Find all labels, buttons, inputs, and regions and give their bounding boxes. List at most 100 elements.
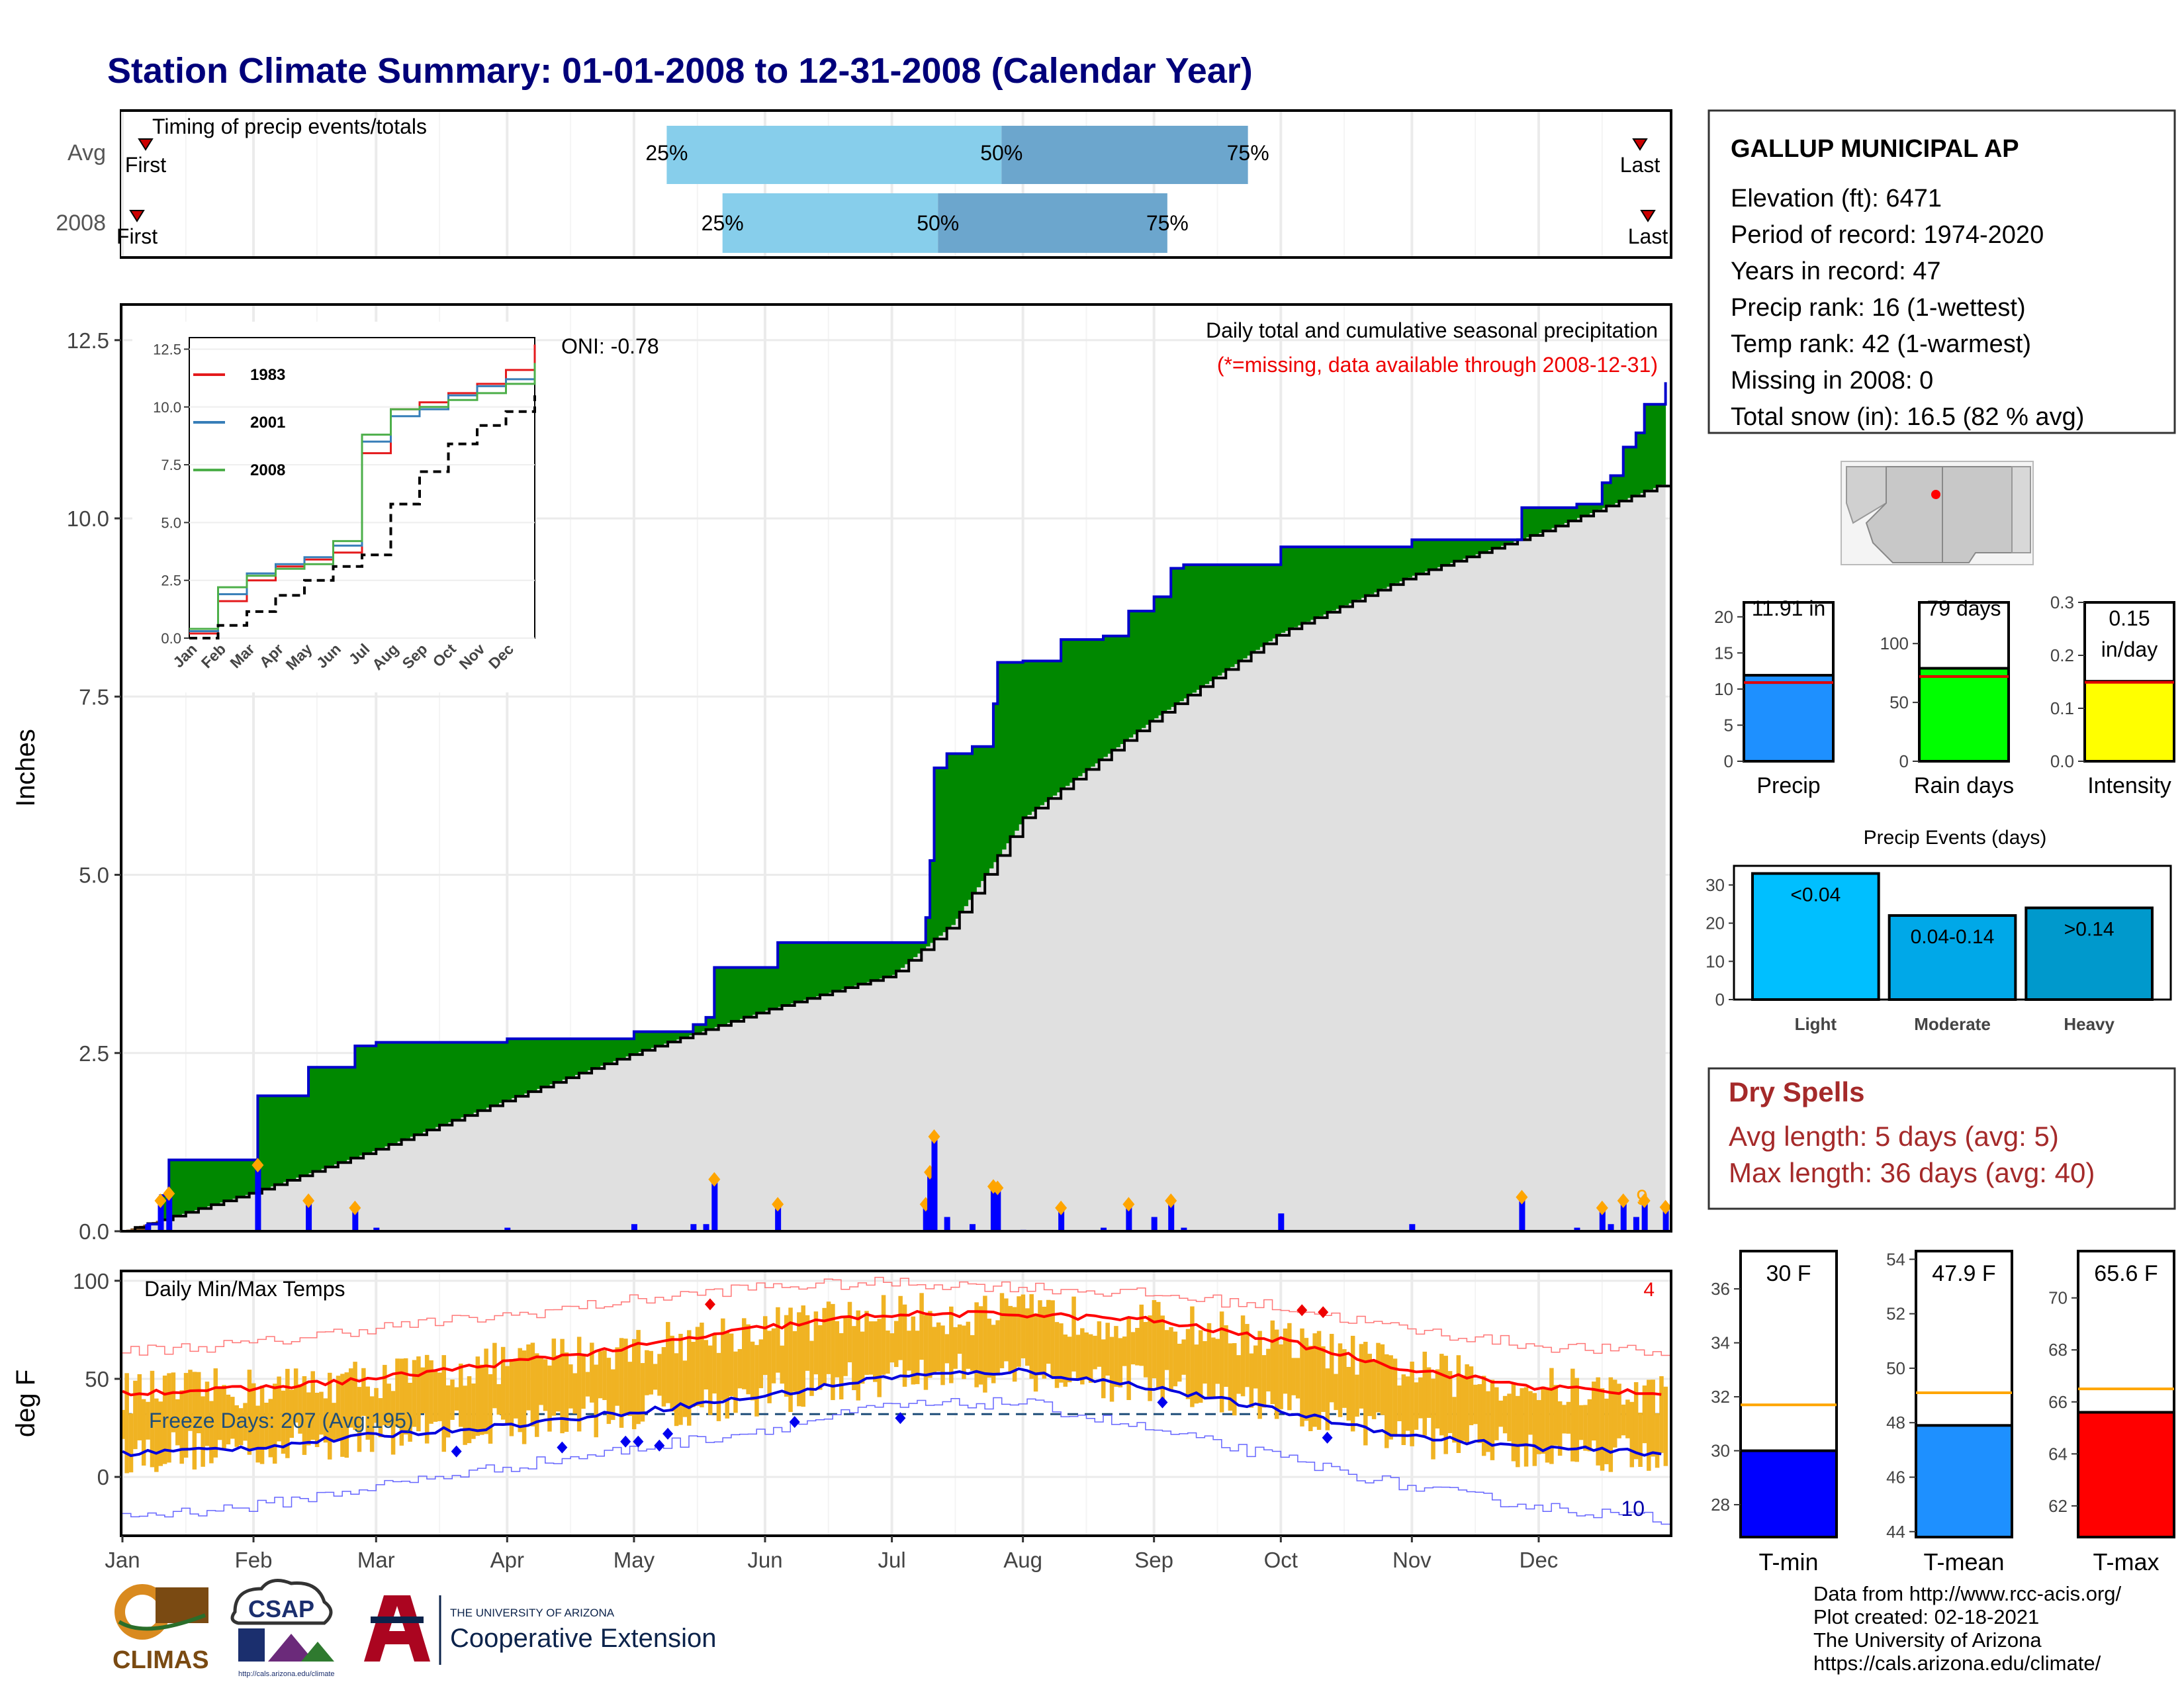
precip-y-tick-label: 12.5	[67, 328, 109, 353]
daily-precip-marker	[1659, 1199, 1672, 1215]
daily-temp-bar	[285, 1368, 290, 1458]
daily-temp-bar	[1520, 1388, 1524, 1447]
daily-temp-bar	[1329, 1334, 1334, 1403]
credit-line-univ: The University of Arizona	[1813, 1628, 2042, 1652]
dry-spells-box: Dry Spells Avg length: 5 days (avg: 5) M…	[1707, 1067, 2176, 1210]
daily-temp-bar	[272, 1383, 277, 1464]
daily-precip-bar	[166, 1196, 173, 1231]
temp-summary-tick-label: 36	[1711, 1279, 1730, 1299]
daily-temp-bar	[729, 1333, 734, 1397]
daily-temp-bar	[606, 1358, 612, 1425]
inset-legend-label: 2001	[250, 414, 285, 432]
daily-temp-bar	[1059, 1323, 1064, 1383]
precip-y-label: Inches	[11, 729, 40, 807]
daily-precip-bar	[927, 1174, 934, 1231]
daily-temp-bar	[1033, 1313, 1038, 1392]
daily-temp-bar	[535, 1353, 539, 1437]
temp-summary-tick-label: 48	[1886, 1413, 1905, 1432]
daily-temp-bar	[1545, 1388, 1550, 1463]
daily-temp-bar	[1566, 1401, 1571, 1434]
daily-temp-bar	[911, 1316, 916, 1385]
temp-frame	[120, 1270, 1672, 1537]
daily-precip-bar	[1278, 1213, 1285, 1231]
record-low-marker	[1157, 1396, 1168, 1409]
temp-title: Daily Min/Max Temps	[144, 1277, 345, 1301]
daily-temp-bar	[581, 1354, 586, 1409]
daily-temp-bar	[293, 1368, 298, 1423]
credit-line-source: Data from http://www.rcc-acis.org/	[1813, 1582, 2122, 1605]
page-title: Station Climate Summary: 01-01-2008 to 1…	[107, 51, 1253, 91]
daily-temp-bar	[234, 1405, 239, 1447]
daily-temp-bar	[467, 1376, 472, 1444]
daily-temp-bar	[1042, 1307, 1047, 1379]
daily-temp-bar	[792, 1331, 797, 1392]
daily-precip-bar	[352, 1209, 359, 1231]
daily-temp-bar	[1359, 1344, 1364, 1409]
daily-temp-bar	[1190, 1306, 1195, 1407]
daily-temp-bar	[167, 1373, 171, 1463]
daily-temp-bar	[704, 1340, 709, 1389]
temp-summary-value-1: 47.9 F	[1932, 1261, 1995, 1286]
daily-temp-bar	[238, 1408, 244, 1446]
daily-precip-bar	[931, 1139, 938, 1231]
daily-temp-bar	[255, 1405, 260, 1463]
timing-label-50: 50%	[980, 141, 1023, 165]
daily-precip-bar	[1168, 1202, 1175, 1231]
daily-temp-bar	[399, 1358, 404, 1446]
daily-temp-bar	[433, 1371, 438, 1422]
climas-text: CLIMAS	[113, 1646, 209, 1674]
daily-temp-bar	[564, 1352, 569, 1432]
daily-precip-bar	[504, 1227, 511, 1231]
daily-temp-bar	[120, 1409, 125, 1439]
daily-temp-bar	[150, 1370, 155, 1468]
daily-temp-bar	[1655, 1413, 1660, 1468]
first-label: First	[125, 153, 166, 177]
daily-temp-bar	[1371, 1360, 1377, 1419]
daily-temp-bar	[1228, 1343, 1233, 1411]
daily-temp-bar	[1410, 1361, 1414, 1446]
first-event-marker	[129, 210, 145, 222]
daily-temp-bar	[488, 1374, 493, 1444]
daily-temp-bar	[877, 1319, 882, 1397]
daily-temp-bar	[1629, 1401, 1635, 1468]
daily-temp-bar	[868, 1321, 874, 1375]
daily-temp-bar	[1308, 1346, 1313, 1432]
freeze-days-label: Freeze Days: 207 (Avg:195)	[149, 1409, 414, 1432]
daily-temp-bar	[957, 1324, 962, 1354]
summary-tick-label: 5	[1724, 715, 1733, 735]
temp-daily-bars	[120, 1293, 1668, 1474]
first-event-marker	[138, 138, 154, 151]
csap-logo: CSAP http://cals.arizona.edu/climate	[230, 1579, 335, 1678]
daily-precip-marker	[991, 1180, 1004, 1196]
csap-url: http://cals.arizona.edu/climate	[238, 1670, 335, 1678]
daily-temp-bar	[682, 1360, 688, 1417]
daily-temp-bar	[619, 1338, 624, 1428]
oni-label: ONI: -0.78	[561, 334, 659, 358]
daily-temp-bar	[1439, 1354, 1444, 1436]
daily-temp-bar	[1105, 1323, 1110, 1376]
daily-temp-bar	[1392, 1358, 1398, 1437]
month-tick-label: Oct	[1264, 1548, 1298, 1572]
daily-temp-bar	[737, 1348, 743, 1389]
daily-temp-bar	[539, 1357, 543, 1405]
ua-small-text: THE UNIVERSITY OF ARIZONA	[450, 1607, 615, 1619]
summary-tick-label: 0.0	[2050, 751, 2074, 771]
daily-temp-bar	[146, 1401, 150, 1440]
daily-temp-bar	[1536, 1400, 1541, 1454]
daily-temp-bar	[1304, 1338, 1309, 1421]
daily-temp-bar	[640, 1363, 645, 1422]
temp-summary-tick-label: 62	[2048, 1496, 2068, 1516]
temp-summary-bar-2	[2077, 1411, 2175, 1539]
daily-temp-bar	[594, 1364, 598, 1438]
daily-temp-bar	[762, 1316, 768, 1376]
daily-temp-bar	[1097, 1321, 1102, 1367]
daily-temp-bar	[767, 1331, 772, 1403]
daily-temp-bar	[953, 1327, 958, 1369]
daily-precip-bar	[703, 1224, 709, 1231]
temp-summary-tick-label: 30	[1711, 1441, 1730, 1461]
events-x-label: Heavy	[2064, 1014, 2115, 1034]
record-min-line	[122, 1397, 1670, 1525]
precip-header: Daily total and cumulative seasonal prec…	[1206, 318, 1658, 342]
daily-temp-bar	[441, 1355, 446, 1452]
daily-temp-bar	[314, 1392, 320, 1448]
